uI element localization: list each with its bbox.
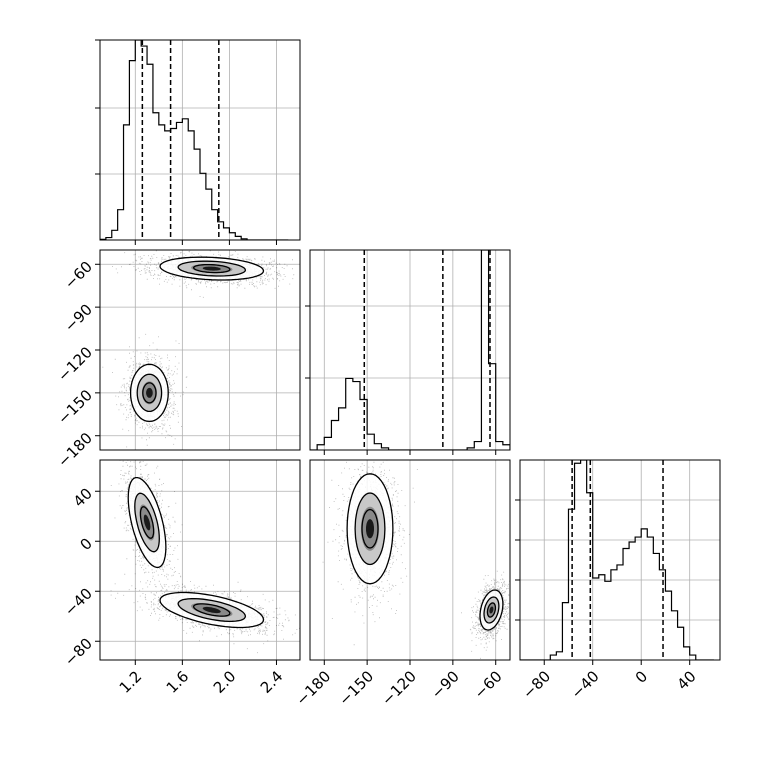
contour-line bbox=[127, 476, 167, 569]
contour-line bbox=[129, 363, 169, 423]
density-core bbox=[366, 519, 374, 539]
y-tick-label: −150 bbox=[54, 386, 96, 428]
density-core bbox=[143, 514, 151, 531]
p2_0-density bbox=[100, 460, 300, 660]
contour-line bbox=[354, 492, 386, 566]
p2_0-frame bbox=[99, 459, 301, 661]
y-tick-label: −120 bbox=[54, 343, 96, 385]
histogram-step-line bbox=[310, 250, 510, 450]
p0_0-frame bbox=[99, 39, 301, 241]
contour-line bbox=[177, 597, 247, 623]
x-tick-label: 40 bbox=[673, 667, 699, 693]
y-tick-label: −180 bbox=[54, 429, 96, 471]
contour-line bbox=[361, 508, 379, 549]
x-tick-label: 1.6 bbox=[163, 667, 193, 697]
contour-line bbox=[142, 382, 157, 404]
y-tick-label: −60 bbox=[61, 258, 96, 293]
x-tick-label: 2.4 bbox=[257, 667, 287, 697]
y-tick-label: 0 bbox=[77, 535, 96, 554]
y-tick-label: −90 bbox=[61, 300, 96, 335]
x-tick-label: −150 bbox=[335, 667, 377, 709]
x-tick-label: 2.0 bbox=[210, 667, 240, 697]
density-core bbox=[202, 266, 221, 271]
histogram-step-line bbox=[520, 460, 714, 660]
density-core bbox=[146, 387, 153, 398]
y-tick-label: −40 bbox=[61, 585, 96, 620]
x-tick-label: −90 bbox=[428, 667, 463, 702]
p1_0-density bbox=[100, 250, 300, 450]
x-tick-label: 0 bbox=[632, 667, 651, 686]
y-tick-label: 40 bbox=[70, 485, 96, 511]
contour-line bbox=[483, 596, 500, 624]
contour-line bbox=[346, 473, 394, 585]
contour-line bbox=[192, 603, 231, 617]
x-tick-label: −180 bbox=[292, 667, 334, 709]
p2_2-histogram bbox=[515, 460, 720, 660]
p0_0-histogram bbox=[95, 39, 300, 240]
histogram-step-line bbox=[100, 40, 289, 240]
contour-line bbox=[159, 256, 265, 281]
contour-line bbox=[136, 373, 163, 413]
contour-line bbox=[134, 492, 160, 553]
scatter-points bbox=[110, 460, 300, 654]
contour-line bbox=[139, 506, 155, 539]
contour-line bbox=[479, 589, 504, 631]
x-tick-label: 1.2 bbox=[116, 667, 146, 697]
x-tick-label: −40 bbox=[568, 667, 603, 702]
contour-line bbox=[177, 260, 247, 277]
p2_1-density bbox=[322, 460, 510, 660]
p1_1-histogram bbox=[305, 250, 510, 450]
contour-line bbox=[192, 263, 231, 274]
x-tick-label: −80 bbox=[519, 667, 554, 702]
x-tick-label: −120 bbox=[378, 667, 420, 709]
density-core bbox=[489, 606, 494, 614]
x-tick-label: −60 bbox=[471, 667, 506, 702]
y-tick-label: −80 bbox=[61, 635, 96, 670]
density-core bbox=[202, 606, 221, 614]
p2_2-frame bbox=[519, 459, 721, 661]
contour-line bbox=[486, 602, 497, 618]
contour-line bbox=[159, 591, 265, 629]
